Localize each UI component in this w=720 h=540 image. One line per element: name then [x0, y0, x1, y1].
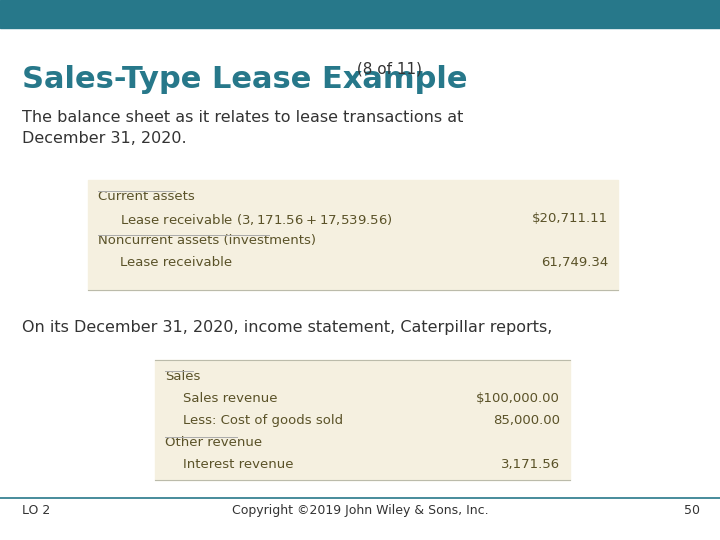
Text: Noncurrent assets (investments): Noncurrent assets (investments): [98, 234, 316, 247]
Text: $100,000.00: $100,000.00: [476, 392, 560, 405]
Text: Interest revenue: Interest revenue: [183, 458, 294, 471]
Text: LO 2: LO 2: [22, 504, 50, 517]
Text: On its December 31, 2020, income statement, Caterpillar reports,: On its December 31, 2020, income stateme…: [22, 320, 552, 335]
Text: 61,749.34: 61,749.34: [541, 256, 608, 269]
Text: Sales: Sales: [165, 370, 200, 383]
Text: Sales revenue: Sales revenue: [183, 392, 277, 405]
Bar: [88, 180, 618, 290]
Text: 85,000.00: 85,000.00: [493, 414, 560, 427]
Bar: [155, 360, 570, 480]
Text: The balance sheet as it relates to lease transactions at
December 31, 2020.: The balance sheet as it relates to lease…: [22, 110, 464, 146]
Text: Other revenue: Other revenue: [165, 436, 262, 449]
Text: $20,711.11: $20,711.11: [532, 212, 608, 225]
Text: 3,171.56: 3,171.56: [501, 458, 560, 471]
Text: (8 of 11): (8 of 11): [352, 62, 422, 77]
Text: Less: Cost of goods sold: Less: Cost of goods sold: [183, 414, 343, 427]
Text: Sales-Type Lease Example: Sales-Type Lease Example: [22, 65, 467, 94]
Text: Current assets: Current assets: [98, 190, 194, 203]
Text: Lease receivable: Lease receivable: [120, 256, 232, 269]
Bar: [0, 0, 720, 28]
Text: Lease receivable ($3,171.56 + $17,539.56): Lease receivable ($3,171.56 + $17,539.56…: [120, 212, 392, 227]
Text: Copyright ©2019 John Wiley & Sons, Inc.: Copyright ©2019 John Wiley & Sons, Inc.: [232, 504, 488, 517]
Text: 50: 50: [684, 504, 700, 517]
